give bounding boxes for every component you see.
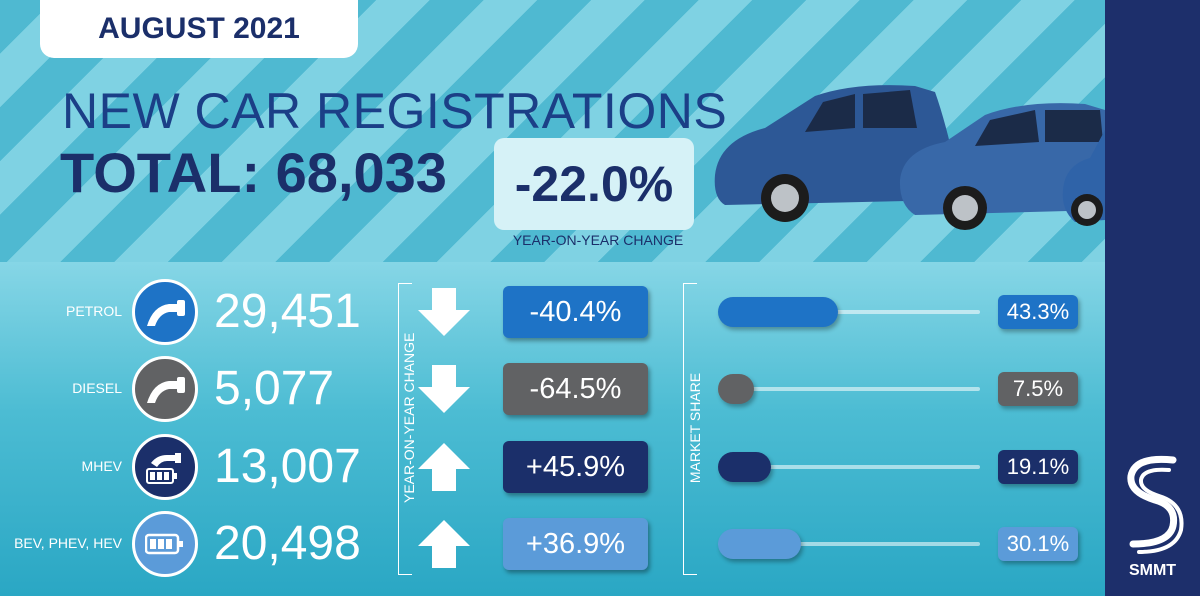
registration-count: 20,498 (214, 517, 361, 570)
yoy-change-badge: -22.0% (494, 138, 694, 230)
arrow-down-icon (416, 361, 472, 417)
fuel-label: DIESEL (72, 380, 122, 396)
fuel-pump-icon (132, 356, 198, 422)
fuel-pump-icon (132, 279, 198, 345)
share-value: 30.1% (998, 527, 1078, 561)
share-bar (718, 529, 802, 559)
fuel-pump-battery-icon (132, 434, 198, 500)
change-value: +36.9% (503, 518, 648, 570)
car-back-icon (714, 85, 955, 222)
registration-count: 13,007 (214, 440, 361, 493)
share-track (718, 387, 980, 391)
fuel-label: BEV, PHEV, HEV (14, 535, 122, 551)
car-middle-icon (899, 103, 1105, 230)
share-bar (718, 297, 838, 327)
share-track (718, 310, 980, 314)
change-axis-label: YEAR-ON-YEAR CHANGE (401, 332, 417, 503)
share-axis-label: MARKET SHARE (687, 372, 703, 484)
fuel-label: PETROL (65, 303, 122, 319)
change-value: -64.5% (503, 363, 648, 415)
cars-illustration (714, 85, 1105, 230)
fuel-label: MHEV (81, 458, 122, 474)
share-bracket (683, 283, 697, 575)
brand-name: SMMT (1128, 562, 1177, 579)
yoy-caption: YEAR-ON-YEAR CHANGE (512, 232, 684, 248)
page-title: NEW CAR REGISTRATIONS (62, 83, 728, 139)
battery-icon (132, 511, 198, 577)
share-track (718, 542, 980, 546)
arrow-down-icon (416, 284, 472, 340)
registration-count: 5,077 (214, 362, 335, 415)
arrow-up-icon (416, 439, 472, 495)
change-bracket (398, 283, 412, 575)
smmt-s-icon (1127, 455, 1184, 554)
change-value: -40.4% (503, 286, 648, 338)
arrow-up-icon (416, 516, 472, 572)
month-tab: AUGUST 2021 (40, 0, 358, 58)
registration-count: 29,451 (214, 285, 361, 338)
change-value: +45.9% (503, 441, 648, 493)
smmt-logo: SMMT (1115, 452, 1190, 582)
share-value: 7.5% (998, 372, 1078, 406)
share-value: 19.1% (998, 450, 1078, 484)
share-bar (718, 374, 754, 404)
total-registrations: TOTAL: 68,033 (60, 141, 447, 204)
car-front-icon (1062, 130, 1105, 226)
share-bar (718, 452, 771, 482)
share-track (718, 465, 980, 469)
share-value: 43.3% (998, 295, 1078, 329)
